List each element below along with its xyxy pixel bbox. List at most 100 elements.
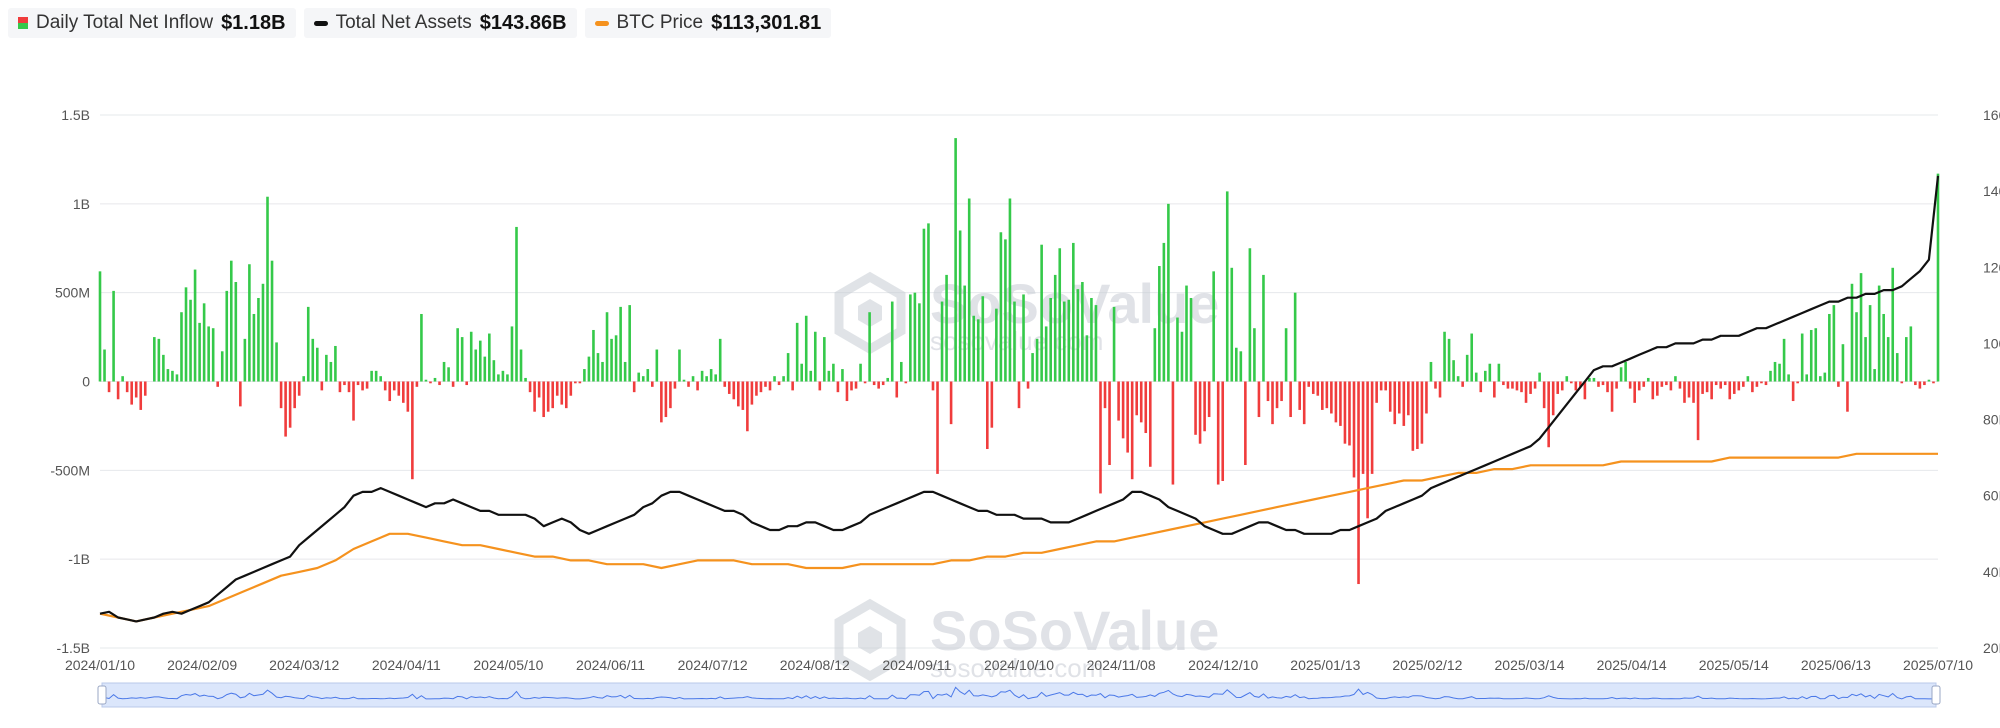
inflow-bar[interactable] [537,381,541,398]
inflow-bar[interactable] [1194,381,1197,435]
inflow-bar[interactable] [1407,381,1410,416]
inflow-bar[interactable] [818,381,822,391]
inflow-bar[interactable] [741,381,745,410]
inflow-bar[interactable] [383,381,387,391]
inflow-bar[interactable] [402,381,405,403]
inflow-bar[interactable] [239,381,242,407]
inflow-bar[interactable] [1271,381,1274,425]
inflow-bar[interactable] [673,381,677,389]
inflow-bar[interactable] [637,372,641,382]
inflow-bar[interactable] [1049,297,1052,382]
inflow-bar[interactable] [261,283,265,382]
inflow-bar[interactable] [1696,381,1700,441]
inflow-bar[interactable] [361,381,364,391]
inflow-bar[interactable] [533,381,536,412]
inflow-bar[interactable] [1013,301,1016,382]
inflow-bar[interactable] [1085,335,1089,382]
inflow-bar[interactable] [374,370,378,382]
inflow-bar[interactable] [343,381,346,386]
inflow-bar[interactable] [542,381,545,418]
inflow-bar[interactable] [1719,381,1722,389]
inflow-bar[interactable] [601,361,604,382]
legend-item-btc[interactable]: BTC Price $113,301.81 [584,8,832,38]
inflow-bar[interactable] [804,315,808,382]
inflow-bar[interactable] [1180,331,1184,382]
inflow-bar[interactable] [1375,381,1378,403]
inflow-bar[interactable] [1737,381,1741,391]
inflow-bar[interactable] [1891,267,1895,382]
inflow-bar[interactable] [569,381,573,396]
inflow-bar[interactable] [687,381,690,387]
inflow-bar[interactable] [175,374,179,382]
inflow-bar[interactable] [886,377,890,382]
inflow-bar[interactable] [936,381,939,474]
inflow-bar[interactable] [469,331,473,382]
inflow-bar[interactable] [931,381,935,391]
inflow-bar[interactable] [1176,317,1179,382]
inflow-bar[interactable] [1361,381,1365,474]
inflow-bar[interactable] [737,381,740,407]
inflow-bar[interactable] [284,381,287,437]
inflow-bar[interactable] [700,370,704,382]
inflow-bar[interactable] [1135,381,1139,416]
inflow-bar[interactable] [1280,381,1283,402]
inflow-bar[interactable] [1289,381,1292,418]
inflow-bar[interactable] [972,315,976,382]
legend-item-assets[interactable]: Total Net Assets $143.86B [303,8,577,38]
inflow-bar[interactable] [773,376,776,382]
inflow-bar[interactable] [1244,381,1247,466]
inflow-bar[interactable] [1388,381,1392,412]
inflow-bar[interactable] [940,301,944,382]
inflow-bar[interactable] [1615,381,1618,389]
inflow-bar[interactable] [347,381,351,393]
inflow-bar[interactable] [1004,239,1007,382]
inflow-bar[interactable] [316,347,319,382]
inflow-bar[interactable] [1384,381,1387,391]
inflow-bar[interactable] [1311,381,1315,394]
inflow-bar[interactable] [1728,381,1732,400]
inflow-bar[interactable] [1927,379,1931,382]
inflow-bar[interactable] [1017,381,1021,409]
inflow-bar[interactable] [1855,312,1858,382]
inflow-bar[interactable] [1298,381,1301,410]
inflow-bar[interactable] [451,381,455,387]
inflow-bar[interactable] [705,376,708,382]
inflow-bar[interactable] [1316,381,1320,396]
inflow-bar[interactable] [727,381,731,394]
inflow-bar[interactable] [1746,376,1750,382]
inflow-bar[interactable] [922,228,926,382]
inflow-bar[interactable] [311,338,315,382]
inflow-bar[interactable] [1094,305,1098,382]
inflow-bar[interactable] [1090,297,1093,382]
inflow-bar[interactable] [1542,381,1546,409]
inflow-bar[interactable] [424,379,428,382]
inflow-bar[interactable] [746,381,749,432]
inflow-bar[interactable] [1339,381,1342,426]
inflow-bar[interactable] [1456,376,1460,382]
inflow-bar[interactable] [1076,289,1080,382]
inflow-bar[interactable] [1914,381,1917,386]
inflow-bar[interactable] [1266,381,1270,402]
inflow-bar[interactable] [1805,374,1809,382]
inflow-bar[interactable] [406,381,410,412]
inflow-bar[interactable] [1565,376,1569,382]
inflow-bar[interactable] [1868,305,1872,382]
inflow-bar[interactable] [125,381,129,393]
inflow-bar[interactable] [809,370,813,382]
inflow-bar[interactable] [764,381,767,387]
inflow-bar[interactable] [927,223,930,382]
inflow-bar[interactable] [153,337,156,382]
inflow-bar[interactable] [1239,351,1243,382]
inflow-bar[interactable] [574,381,577,384]
inflow-bar[interactable] [909,294,912,382]
inflow-bar[interactable] [1773,361,1777,382]
inflow-bar[interactable] [1760,381,1763,384]
inflow-bar[interactable] [832,363,835,382]
inflow-bar[interactable] [1357,381,1360,585]
inflow-bar[interactable] [1302,381,1306,425]
inflow-bar[interactable] [1420,381,1424,444]
inflow-bar[interactable] [162,354,165,382]
inflow-bar[interactable] [958,230,962,382]
net-inflow-bars[interactable] [98,138,1940,585]
inflow-bar[interactable] [1873,369,1876,382]
